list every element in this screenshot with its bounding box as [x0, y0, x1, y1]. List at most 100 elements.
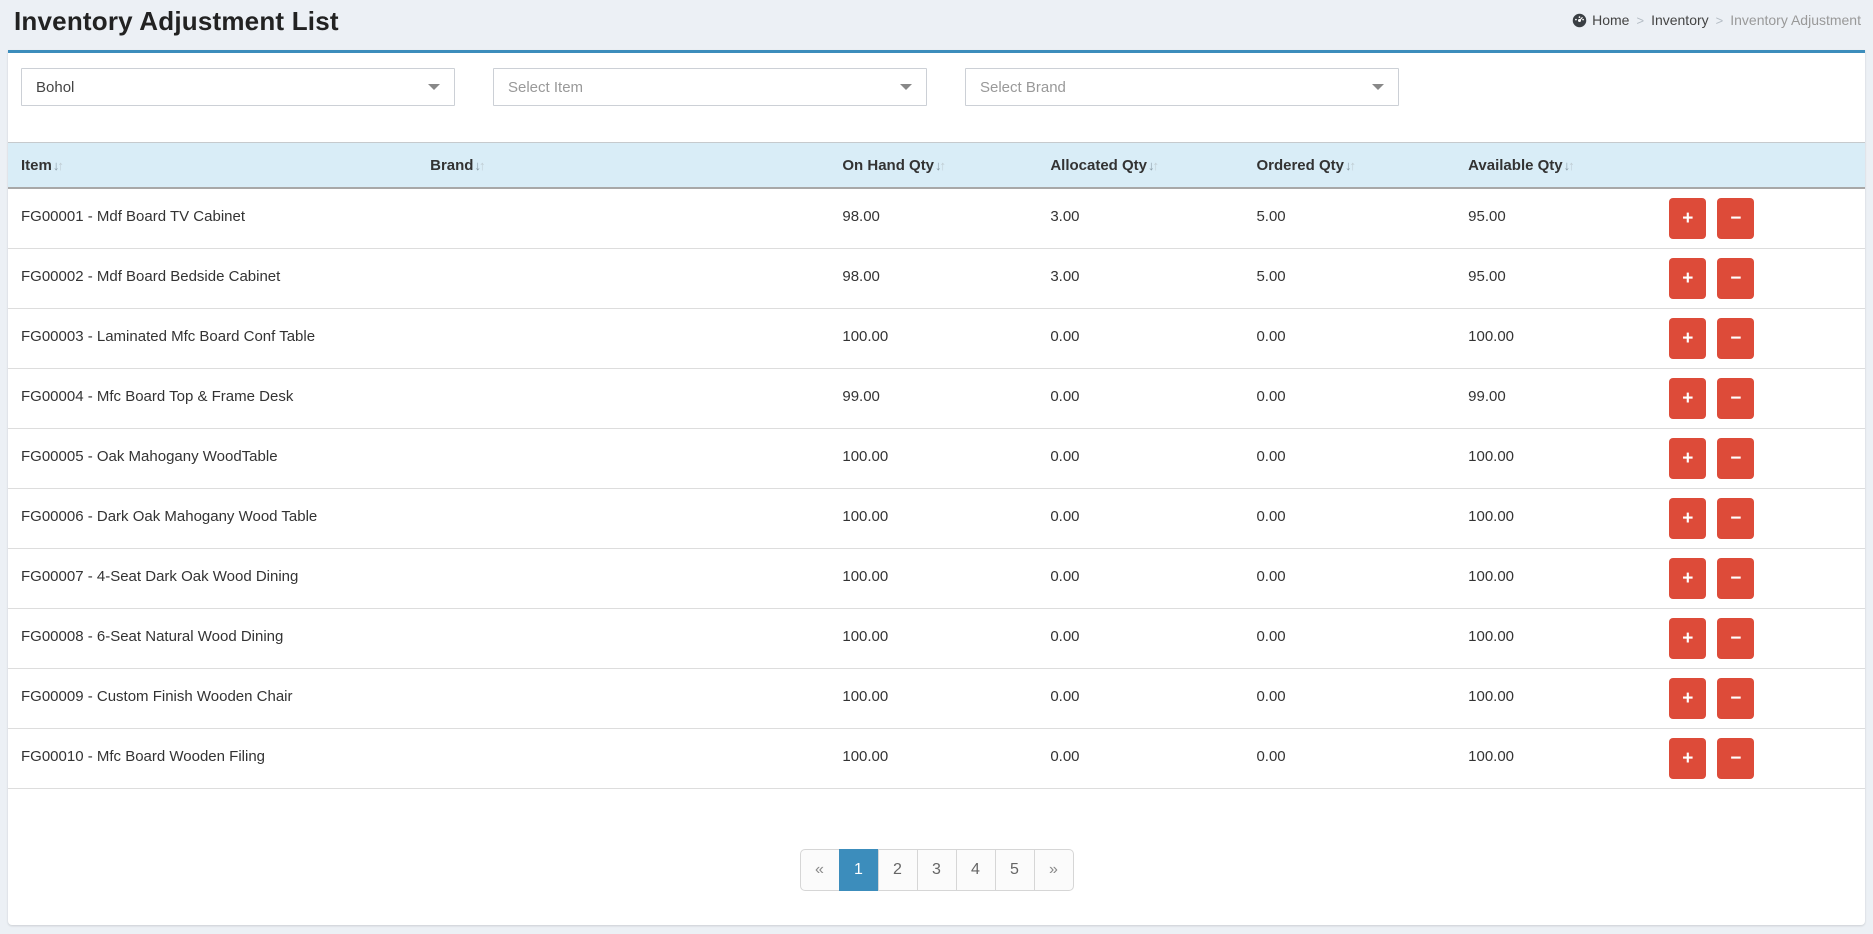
column-header-brand-label: Brand: [430, 157, 474, 174]
breadcrumb: Home > Inventory > Inventory Adjustment: [1572, 12, 1861, 28]
item-cell: FG00004 - Mfc Board Top & Frame Desk: [8, 368, 423, 429]
increase-qty-button[interactable]: +: [1669, 677, 1707, 719]
ordered-qty-cell: 0.00: [1248, 668, 1461, 729]
increase-qty-button[interactable]: +: [1669, 317, 1707, 359]
available-qty-cell: 95.00: [1460, 188, 1654, 249]
breadcrumb-separator: >: [1636, 12, 1645, 28]
pagination-page-1: 1: [838, 848, 879, 891]
allocated-qty-cell: 0.00: [1042, 728, 1249, 789]
breadcrumb-home-link[interactable]: Home: [1572, 12, 1629, 28]
increase-qty-button[interactable]: +: [1669, 617, 1707, 659]
available-qty-cell: 100.00: [1460, 608, 1654, 669]
breadcrumb-separator: >: [1715, 12, 1724, 28]
brand-cell: [422, 548, 835, 609]
decrease-qty-button[interactable]: −: [1717, 377, 1755, 419]
on-hand-qty-cell: 100.00: [834, 488, 1043, 549]
decrease-qty-button[interactable]: −: [1717, 737, 1755, 779]
row-actions-cell: + −: [1653, 728, 1865, 789]
item-select-placeholder: Select Item: [508, 78, 584, 96]
inventory-table: Item↓↑ Brand↓↑ On Hand Qty↓↑ Allocated Q…: [8, 142, 1865, 789]
on-hand-qty-cell: 100.00: [834, 608, 1043, 669]
allocated-qty-cell: 0.00: [1042, 548, 1249, 609]
column-header-item-label: Item: [21, 157, 52, 174]
row-actions-cell: + −: [1653, 308, 1865, 369]
brand-cell: [422, 488, 835, 549]
available-qty-cell: 95.00: [1460, 248, 1654, 309]
available-qty-cell: 100.00: [1460, 668, 1654, 729]
on-hand-qty-cell: 98.00: [834, 188, 1043, 249]
sort-icon: ↓↑: [935, 158, 946, 173]
table-row: FG00010 - Mfc Board Wooden Filing 100.00 0…: [8, 728, 1865, 789]
brand-select[interactable]: Select Brand: [965, 68, 1399, 106]
item-cell: FG00005 - Oak Mahogany WoodTable: [8, 428, 423, 489]
table-row: FG00005 - Oak Mahogany WoodTable 100.00 0.…: [8, 428, 1865, 489]
decrease-qty-button[interactable]: −: [1717, 557, 1755, 599]
pagination-page-5-link[interactable]: 5: [994, 848, 1035, 891]
table-row: FG00007 - 4-Seat Dark Oak Wood Dining 100…: [8, 548, 1865, 609]
item-select[interactable]: Select Item: [493, 68, 927, 106]
pagination-page-5: 5: [994, 848, 1035, 891]
brand-cell: [422, 188, 835, 249]
increase-qty-button[interactable]: +: [1669, 257, 1707, 299]
allocated-qty-cell: 3.00: [1042, 248, 1249, 309]
increase-qty-button[interactable]: +: [1669, 557, 1707, 599]
column-header-actions: [1653, 142, 1865, 189]
available-qty-cell: 100.00: [1460, 308, 1654, 369]
decrease-qty-button[interactable]: −: [1717, 677, 1755, 719]
pagination-page-3-link[interactable]: 3: [916, 848, 957, 891]
increase-qty-button[interactable]: +: [1669, 737, 1707, 779]
item-cell: FG00001 - Mdf Board TV Cabinet: [8, 188, 423, 249]
decrease-qty-button[interactable]: −: [1717, 437, 1755, 479]
brand-cell: [422, 248, 835, 309]
location-select[interactable]: Bohol: [21, 68, 455, 106]
increase-qty-button[interactable]: +: [1669, 437, 1707, 479]
decrease-qty-button[interactable]: −: [1717, 497, 1755, 539]
item-cell: FG00003 - Laminated Mfc Board Conf Table: [8, 308, 423, 369]
pagination-page-1-link[interactable]: 1: [838, 848, 879, 891]
row-actions-cell: + −: [1653, 368, 1865, 429]
column-header-ordered-qty[interactable]: Ordered Qty↓↑: [1248, 142, 1461, 189]
pagination-next-link[interactable]: »: [1033, 848, 1074, 891]
column-header-allocated-qty[interactable]: Allocated Qty↓↑: [1042, 142, 1249, 189]
brand-cell: [422, 728, 835, 789]
pagination-page-4-link[interactable]: 4: [955, 848, 996, 891]
breadcrumb-current: Inventory Adjustment: [1730, 12, 1861, 28]
decrease-qty-button[interactable]: −: [1717, 257, 1755, 299]
column-header-brand[interactable]: Brand↓↑: [422, 142, 835, 189]
column-header-ordered-label: Ordered Qty: [1256, 157, 1344, 174]
pagination-prev-link[interactable]: «: [799, 848, 840, 891]
pagination-page-3: 3: [916, 848, 957, 891]
column-header-allocated-label: Allocated Qty: [1050, 157, 1148, 174]
ordered-qty-cell: 5.00: [1248, 248, 1461, 309]
decrease-qty-button[interactable]: −: [1717, 317, 1755, 359]
on-hand-qty-cell: 100.00: [834, 728, 1043, 789]
breadcrumb-inventory-link[interactable]: Inventory: [1651, 12, 1709, 28]
chevron-down-icon: [1372, 84, 1384, 90]
decrease-qty-button[interactable]: −: [1717, 617, 1755, 659]
item-cell: FG00010 - Mfc Board Wooden Filing: [8, 728, 423, 789]
location-select-value: Bohol: [36, 78, 75, 96]
main-panel: Bohol Select Item Select Brand Item↓↑ Br…: [8, 50, 1865, 925]
increase-qty-button[interactable]: +: [1669, 377, 1707, 419]
available-qty-cell: 100.00: [1460, 488, 1654, 549]
chevron-down-icon: [428, 84, 440, 90]
item-cell: FG00009 - Custom Finish Wooden Chair: [8, 668, 423, 729]
column-header-item[interactable]: Item↓↑: [8, 142, 423, 189]
brand-cell: [422, 668, 835, 729]
available-qty-cell: 99.00: [1460, 368, 1654, 429]
row-actions-cell: + −: [1653, 488, 1865, 549]
increase-qty-button[interactable]: +: [1669, 198, 1707, 239]
ordered-qty-cell: 0.00: [1248, 548, 1461, 609]
page-title: Inventory Adjustment List: [14, 6, 339, 36]
breadcrumb-inventory-label: Inventory: [1651, 12, 1709, 28]
column-header-on-hand-qty[interactable]: On Hand Qty↓↑: [834, 142, 1043, 189]
column-header-available-qty[interactable]: Available Qty↓↑: [1460, 142, 1654, 189]
on-hand-qty-cell: 100.00: [834, 308, 1043, 369]
decrease-qty-button[interactable]: −: [1717, 198, 1755, 239]
table-row: FG00002 - Mdf Board Bedside Cabinet 98.00…: [8, 248, 1865, 309]
pagination-page-2-link[interactable]: 2: [877, 848, 918, 891]
ordered-qty-cell: 5.00: [1248, 188, 1461, 249]
increase-qty-button[interactable]: +: [1669, 497, 1707, 539]
on-hand-qty-cell: 100.00: [834, 548, 1043, 609]
on-hand-qty-cell: 99.00: [834, 368, 1043, 429]
